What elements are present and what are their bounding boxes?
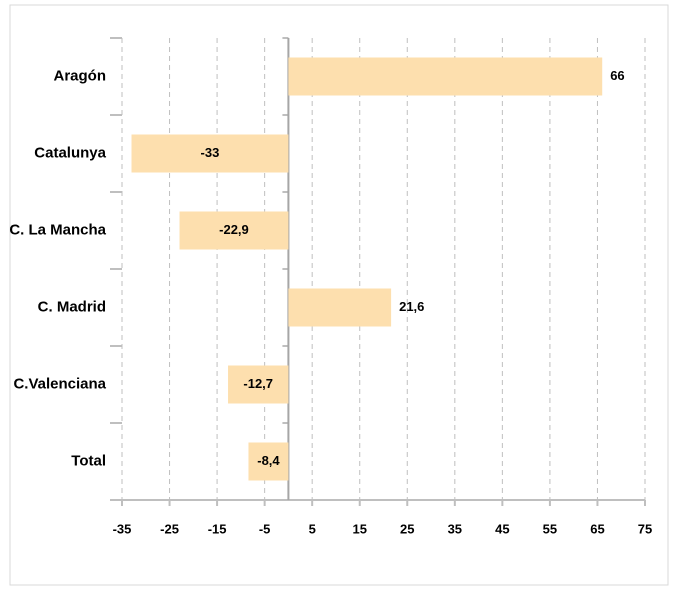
- y-tick-label: Catalunya: [34, 144, 106, 161]
- x-tick-label: 5: [309, 521, 316, 536]
- bar: [248, 442, 289, 481]
- x-tick-label: 25: [400, 521, 414, 536]
- y-tick-label: C. La Mancha: [9, 221, 106, 238]
- x-tick-label: -5: [259, 521, 271, 536]
- bar: [228, 365, 289, 404]
- y-tick-label: C. Madrid: [38, 298, 106, 315]
- bar: [131, 134, 289, 173]
- value-label: 66: [610, 68, 624, 83]
- value-label: 21,6: [399, 299, 424, 314]
- y-tick-label: Total: [71, 452, 106, 469]
- x-tick-label: -35: [113, 521, 132, 536]
- value-label: -8,4: [257, 453, 280, 468]
- value-label: -33: [201, 145, 220, 160]
- x-tick-label: 35: [448, 521, 462, 536]
- x-tick-label: 15: [352, 521, 366, 536]
- value-label: -22,9: [219, 222, 249, 237]
- y-tick-label: Aragón: [54, 67, 107, 84]
- x-tick-label: -15: [208, 521, 227, 536]
- bar: [179, 211, 289, 250]
- x-tick-label: 75: [638, 521, 652, 536]
- x-tick-label: -25: [160, 521, 179, 536]
- y-tick-label: C.Valenciana: [13, 375, 106, 392]
- x-tick-label: 45: [495, 521, 509, 536]
- value-label: -12,7: [243, 376, 273, 391]
- bar: [288, 288, 392, 327]
- x-tick-label: 65: [590, 521, 604, 536]
- x-tick-label: 55: [543, 521, 557, 536]
- bar: [288, 57, 603, 96]
